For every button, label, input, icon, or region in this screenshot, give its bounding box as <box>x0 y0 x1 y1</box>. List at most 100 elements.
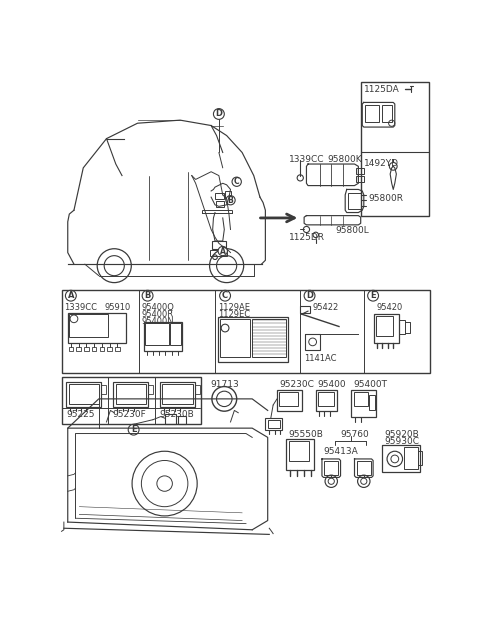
Text: E: E <box>131 425 136 434</box>
Text: 91713: 91713 <box>210 380 239 389</box>
Bar <box>316 389 337 411</box>
Bar <box>116 384 146 404</box>
Bar <box>99 347 104 351</box>
Bar <box>374 314 399 343</box>
Bar <box>68 313 126 343</box>
Bar <box>170 323 181 345</box>
Text: 95230F: 95230F <box>113 409 146 419</box>
Bar <box>354 392 368 406</box>
Text: 1125DR: 1125DR <box>288 233 324 242</box>
Circle shape <box>220 291 230 301</box>
Bar <box>360 82 429 216</box>
Circle shape <box>142 291 153 301</box>
Bar <box>348 192 360 209</box>
Text: 95760: 95760 <box>340 430 369 438</box>
Circle shape <box>368 291 379 301</box>
Bar <box>369 395 375 411</box>
Bar <box>218 317 288 362</box>
Text: A: A <box>220 247 226 255</box>
Text: 95800R: 95800R <box>369 194 404 203</box>
Bar <box>115 347 120 351</box>
Text: D: D <box>216 109 222 118</box>
Text: 1339CC: 1339CC <box>64 303 97 313</box>
Bar <box>61 377 201 423</box>
Text: D: D <box>306 291 313 300</box>
Bar <box>101 385 106 394</box>
Bar <box>162 384 192 404</box>
Bar <box>76 347 81 351</box>
Text: 95225: 95225 <box>66 409 95 419</box>
Bar <box>305 334 321 350</box>
Text: C: C <box>234 177 240 186</box>
Text: 95422: 95422 <box>312 303 339 313</box>
Bar <box>324 461 338 475</box>
Bar <box>418 451 422 465</box>
Circle shape <box>226 196 235 205</box>
Bar <box>210 250 228 255</box>
Bar <box>84 347 89 351</box>
Bar <box>399 320 405 334</box>
Text: 1339CC: 1339CC <box>288 155 324 164</box>
Bar <box>92 347 96 351</box>
Bar <box>277 389 302 411</box>
Text: 1129EC: 1129EC <box>218 310 250 320</box>
Bar <box>113 382 148 406</box>
Bar <box>300 306 310 313</box>
Text: 95930C: 95930C <box>384 437 419 447</box>
Bar <box>376 316 393 336</box>
Bar <box>225 191 231 199</box>
Bar <box>215 192 224 199</box>
Bar <box>61 289 431 373</box>
Bar <box>382 105 392 121</box>
Text: 95400: 95400 <box>317 380 346 389</box>
Bar <box>357 461 371 475</box>
Bar <box>144 322 182 351</box>
Bar <box>265 418 282 430</box>
Bar <box>356 175 364 182</box>
Bar <box>148 385 153 394</box>
Text: B: B <box>144 291 151 300</box>
Bar <box>404 447 418 469</box>
Bar <box>69 384 99 404</box>
Bar <box>195 385 200 394</box>
Bar <box>252 319 286 357</box>
Bar <box>69 314 108 337</box>
Text: 95230C: 95230C <box>279 380 314 389</box>
Text: 1492YD: 1492YD <box>364 159 399 168</box>
Bar <box>356 168 364 174</box>
Text: 95800K: 95800K <box>327 155 362 164</box>
Text: 95800L: 95800L <box>335 226 369 235</box>
Text: A: A <box>68 291 74 300</box>
Bar <box>288 441 309 461</box>
Circle shape <box>232 177 241 186</box>
Bar <box>69 347 73 351</box>
Bar <box>268 420 280 428</box>
Text: C: C <box>222 291 228 300</box>
Text: 1125DA: 1125DA <box>364 86 399 94</box>
Circle shape <box>128 425 139 435</box>
Bar <box>351 389 376 416</box>
Text: 95400Q: 95400Q <box>142 303 174 313</box>
Circle shape <box>218 247 228 255</box>
Circle shape <box>65 291 76 301</box>
Bar <box>286 439 314 470</box>
Text: 95910: 95910 <box>105 303 131 313</box>
Bar <box>220 319 250 357</box>
Bar <box>212 241 226 248</box>
Text: E: E <box>370 291 376 300</box>
Text: 95400T: 95400T <box>353 380 387 389</box>
Text: 95550B: 95550B <box>288 430 324 438</box>
Bar <box>145 323 168 345</box>
Bar <box>66 382 101 406</box>
Text: 95413A: 95413A <box>324 447 358 455</box>
Text: 95400N: 95400N <box>142 317 174 326</box>
Text: B: B <box>228 196 233 204</box>
Bar <box>216 201 224 207</box>
Bar <box>178 416 186 423</box>
Bar <box>279 392 298 406</box>
Bar <box>165 415 176 423</box>
Text: 95420: 95420 <box>376 303 402 313</box>
Bar <box>318 392 334 406</box>
Bar <box>160 382 195 406</box>
Text: 1141AC: 1141AC <box>304 354 336 363</box>
